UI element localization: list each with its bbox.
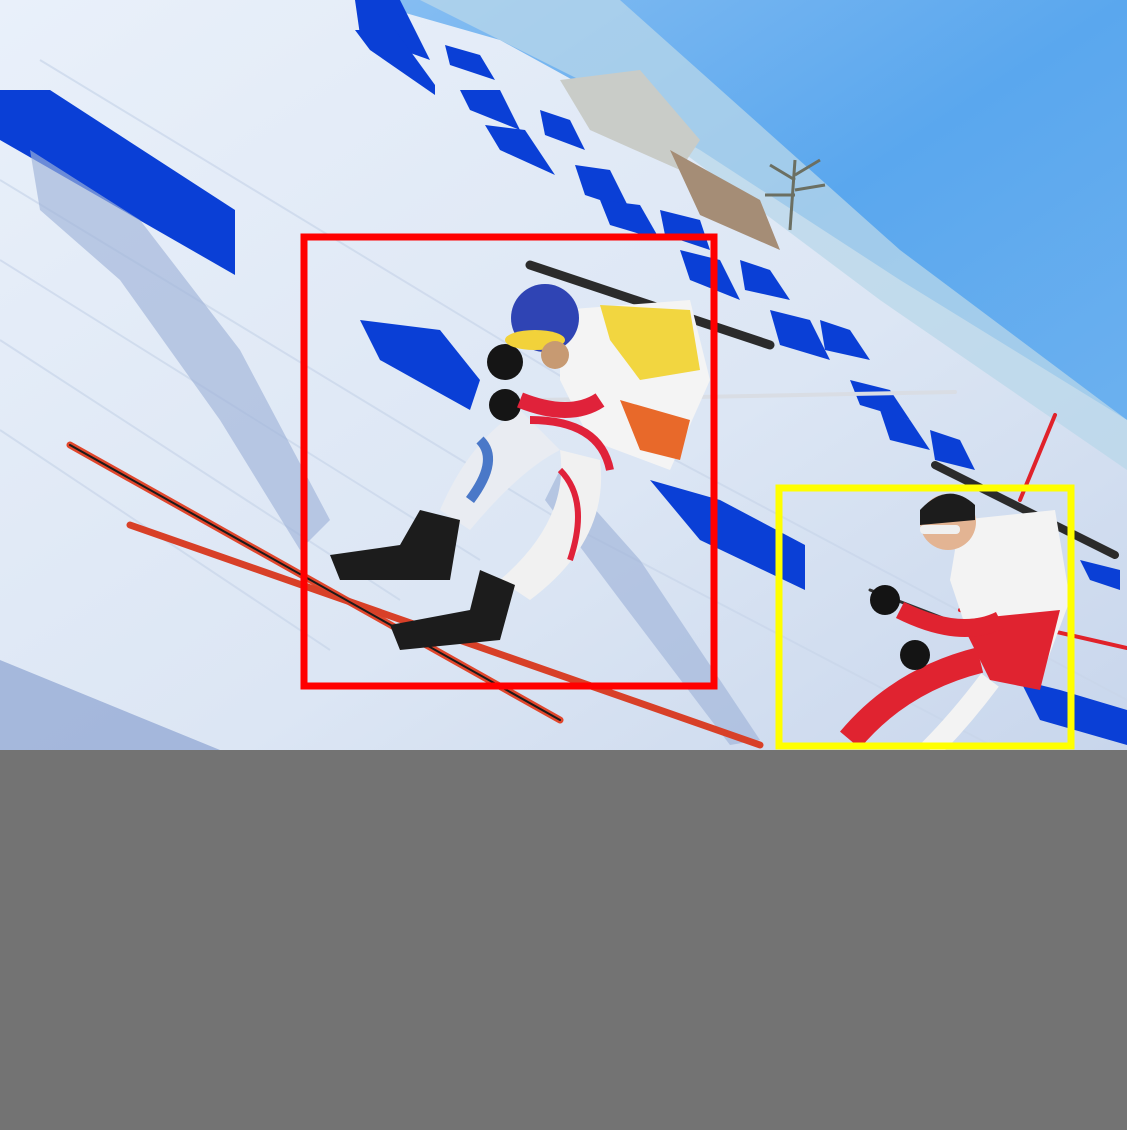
bounding-box-yellow [775,484,1075,750]
padding-region [0,750,1127,1130]
trackside-fence [420,0,1127,470]
skier-shadows [30,150,760,745]
shade [0,660,220,750]
biathlon-photo [0,0,1127,750]
skier-red-white [840,461,1119,750]
tree [765,158,826,231]
bounding-box-red [300,233,718,690]
skier-blue-white [330,260,775,650]
